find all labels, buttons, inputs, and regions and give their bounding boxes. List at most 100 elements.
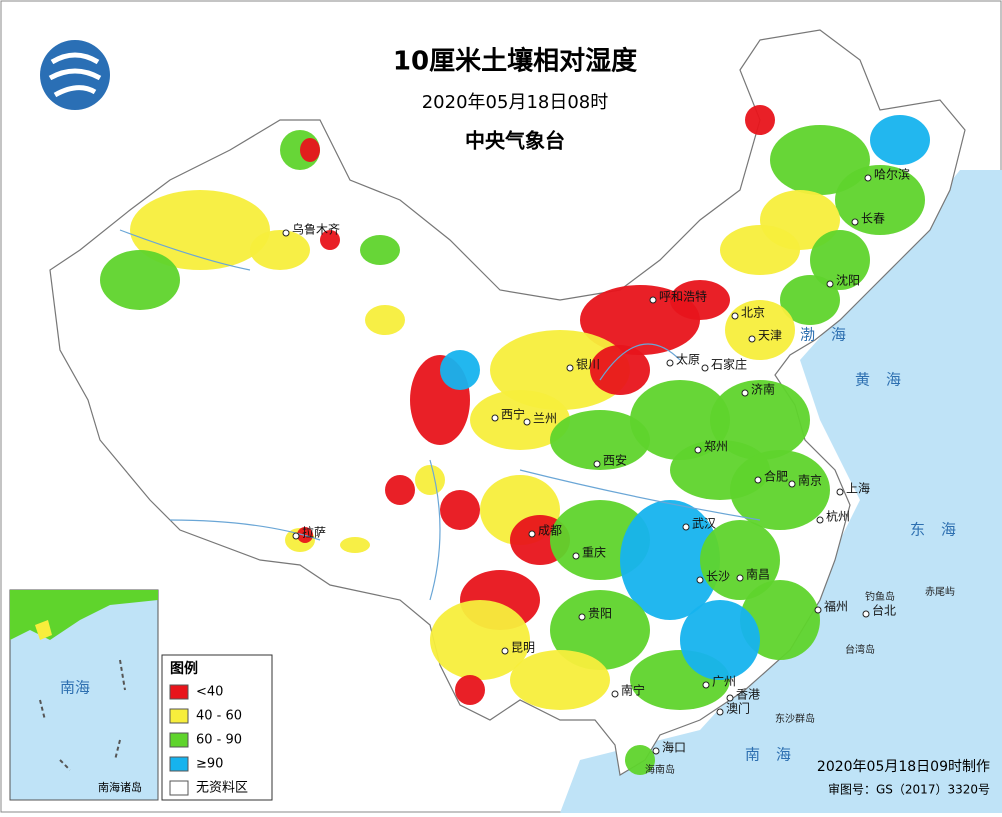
city-label: 海口 [662, 740, 686, 755]
moisture-area [580, 285, 700, 355]
city-marker [501, 647, 509, 655]
legend-swatch [169, 684, 189, 700]
city-label: 香港 [736, 688, 760, 702]
city-marker [826, 280, 834, 288]
sea-label: 南海 [745, 746, 807, 764]
city-marker [788, 480, 796, 488]
sea-label: 东海 [910, 521, 972, 539]
moisture-area [780, 275, 840, 325]
city-label: 上海 [846, 481, 870, 496]
moisture-area [870, 115, 930, 165]
city-marker [814, 606, 822, 614]
city-marker [736, 574, 744, 582]
city-marker [696, 576, 704, 584]
moisture-area [745, 105, 775, 135]
island-label: 赤尾屿 [925, 586, 955, 598]
legend: 图例 <40 40 - 60 60 - 90 ≥90 无资料区 [161, 654, 273, 801]
moisture-area [730, 450, 830, 530]
island-label: 海南岛 [645, 763, 675, 776]
city-label: 西安 [603, 453, 627, 468]
city-marker [578, 613, 586, 621]
moisture-area [835, 165, 925, 235]
moisture-area [590, 345, 650, 395]
title: 10厘米土壤相对湿度 [393, 46, 637, 77]
legend-label: 40 - 60 [196, 709, 242, 724]
moisture-area [320, 230, 340, 250]
city-label: 合肥 [764, 469, 788, 484]
city-label: 长春 [861, 212, 885, 226]
inset-label: 南海诸岛 [98, 780, 142, 794]
city-marker [566, 364, 574, 372]
moisture-area [300, 138, 320, 162]
city-label: 郑州 [704, 439, 728, 454]
city-marker [292, 532, 300, 540]
city-marker [864, 174, 872, 182]
city-marker [816, 516, 824, 524]
moisture-area [680, 600, 760, 680]
moisture-area [340, 537, 370, 553]
city-marker [731, 312, 739, 320]
city-marker [593, 460, 601, 468]
city-marker [862, 610, 870, 618]
moisture-area [670, 280, 730, 320]
city-marker [741, 389, 749, 397]
city-marker [491, 414, 499, 422]
moisture-area [440, 350, 480, 390]
city-label: 北京 [741, 306, 765, 320]
city-marker [528, 530, 536, 538]
city-label: 重庆 [582, 546, 606, 560]
moisture-area [360, 235, 400, 265]
sea-area [560, 170, 1002, 813]
city-marker [836, 488, 844, 496]
legend-swatch [169, 756, 189, 772]
city-label: 兰州 [533, 412, 557, 426]
sea-label: 黄海 [855, 371, 917, 389]
moisture-area [700, 520, 780, 600]
rivers [119, 229, 761, 601]
city-label: 杭州 [826, 509, 850, 524]
city-marker [572, 552, 580, 560]
logo [40, 40, 110, 110]
legend-label: ≥90 [196, 757, 223, 772]
moisture-area [385, 475, 415, 505]
city-label: 成都 [538, 524, 562, 538]
moisture-area [415, 465, 445, 495]
inset-sea: 南海 [60, 679, 90, 697]
city-label: 长沙 [706, 570, 730, 584]
made-time: 2020年05月18日09时制作 [817, 759, 990, 775]
city-label: 南宁 [621, 683, 645, 698]
city-marker [851, 218, 859, 226]
city-label: 沈阳 [836, 273, 860, 288]
moisture-area [620, 500, 720, 620]
city-label: 广州 [712, 675, 736, 689]
city-marker [701, 364, 709, 372]
city-marker [754, 476, 762, 484]
moisture-area [725, 300, 795, 360]
moisture-area [430, 600, 530, 680]
legend-swatch [169, 732, 189, 748]
legend-label: 无资料区 [196, 781, 248, 796]
moisture-area [470, 390, 570, 450]
legend-swatch [169, 708, 189, 724]
city-label: 银川 [576, 358, 600, 372]
city-label: 天津 [758, 329, 782, 343]
legend-label: <40 [196, 685, 223, 700]
city-marker [716, 708, 724, 716]
moisture-area [720, 225, 800, 275]
city-label: 贵阳 [588, 607, 612, 621]
city-marker [666, 359, 674, 367]
city-marker [652, 747, 660, 755]
city-marker [611, 690, 619, 698]
moisture-area [440, 490, 480, 530]
moisture-area [710, 380, 810, 460]
island-label: 台湾岛 [845, 643, 875, 656]
moisture-area [490, 330, 630, 410]
city-label: 南昌 [746, 567, 770, 582]
city-marker [523, 418, 531, 426]
moisture-area [625, 745, 655, 775]
moisture-area [130, 190, 270, 270]
moisture-area [455, 675, 485, 705]
city-label: 济南 [751, 382, 775, 397]
city-label: 澳门 [726, 701, 750, 716]
